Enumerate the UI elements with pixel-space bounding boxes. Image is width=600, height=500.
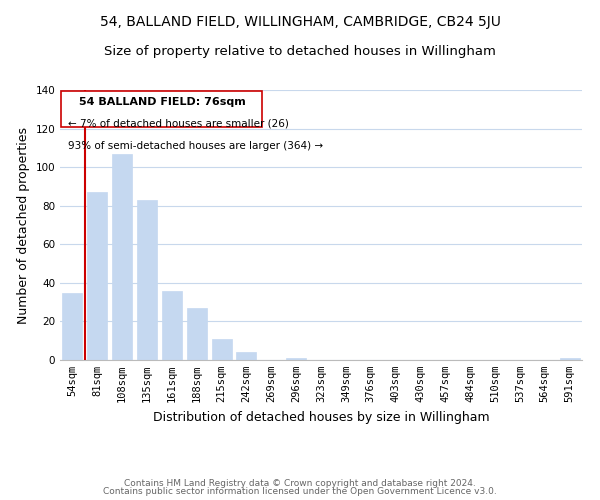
FancyBboxPatch shape [61,92,262,127]
Y-axis label: Number of detached properties: Number of detached properties [17,126,30,324]
Text: Contains public sector information licensed under the Open Government Licence v3: Contains public sector information licen… [103,487,497,496]
Bar [560,358,580,360]
Text: ← 7% of detached houses are smaller (26): ← 7% of detached houses are smaller (26) [68,119,289,129]
Text: 93% of semi-detached houses are larger (364) →: 93% of semi-detached houses are larger (… [68,140,323,150]
Text: Size of property relative to detached houses in Willingham: Size of property relative to detached ho… [104,45,496,58]
Text: Contains HM Land Registry data © Crown copyright and database right 2024.: Contains HM Land Registry data © Crown c… [124,478,476,488]
Bar [162,290,182,360]
Text: 54 BALLAND FIELD: 76sqm: 54 BALLAND FIELD: 76sqm [79,98,245,108]
Bar [236,352,256,360]
Bar [212,339,232,360]
Bar [88,192,107,360]
Text: 54, BALLAND FIELD, WILLINGHAM, CAMBRIDGE, CB24 5JU: 54, BALLAND FIELD, WILLINGHAM, CAMBRIDGE… [100,15,500,29]
X-axis label: Distribution of detached houses by size in Willingham: Distribution of detached houses by size … [152,410,490,424]
Bar [286,358,306,360]
Bar [187,308,206,360]
Bar [112,154,132,360]
Bar [137,200,157,360]
Bar [62,292,82,360]
